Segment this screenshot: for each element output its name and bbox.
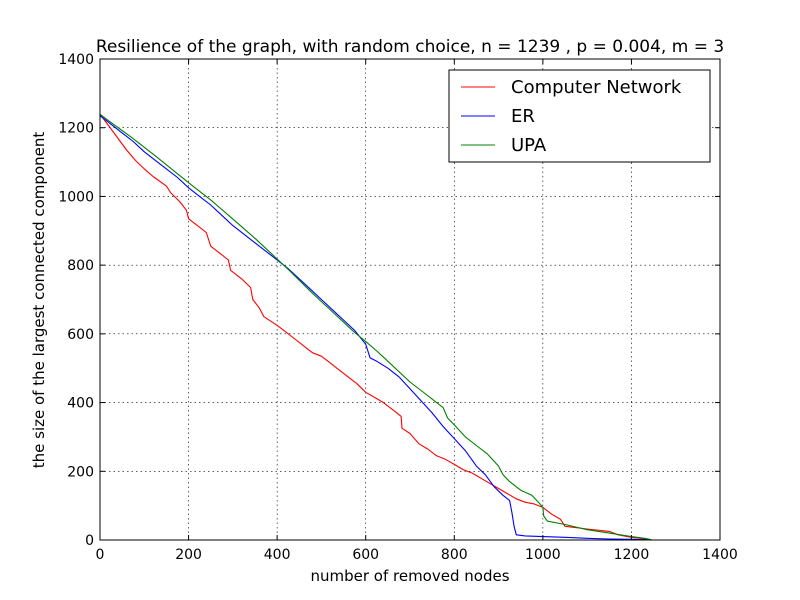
legend-label-computer-network: Computer Network <box>511 77 682 98</box>
x-tick-label: 400 <box>264 547 291 563</box>
series-line-computer-network <box>99 113 650 540</box>
x-tick-label: 1400 <box>702 547 738 563</box>
y-tick-label: 1200 <box>58 121 94 137</box>
x-tick-label: 1000 <box>525 547 561 563</box>
plot-frame <box>99 58 721 541</box>
legend: Computer Network ER UPA <box>448 69 711 163</box>
y-tick-label: 400 <box>67 396 94 412</box>
legend-label-er: ER <box>511 106 535 127</box>
legend-label-upa: UPA <box>511 135 547 156</box>
y-tick-label: 0 <box>85 533 94 549</box>
series-line-upa <box>99 113 652 541</box>
y-tick-label: 200 <box>67 464 94 480</box>
series-line-er <box>99 115 650 541</box>
x-tick-label: 600 <box>352 547 379 563</box>
y-tick-label: 1000 <box>58 189 94 205</box>
y-tick-label: 800 <box>67 258 94 274</box>
y-tick-label: 1400 <box>58 52 94 68</box>
x-tick-label: 0 <box>96 547 105 563</box>
series-lines <box>99 113 652 541</box>
x-tick-label: 1200 <box>614 547 650 563</box>
axis-ticks: 0 200 400 600 800 1000 1200 1400 0 200 400 600 800 10… <box>58 52 737 563</box>
chart-title: Resilience of the graph, with random cho… <box>96 37 724 57</box>
y-tick-label: 600 <box>67 327 94 343</box>
x-axis-label: number of removed nodes <box>310 567 509 585</box>
x-tick-label: 200 <box>175 547 202 563</box>
grid <box>100 59 720 540</box>
y-axis-label: the size of the largest connected compon… <box>30 132 48 469</box>
x-tick-label: 800 <box>441 547 468 563</box>
